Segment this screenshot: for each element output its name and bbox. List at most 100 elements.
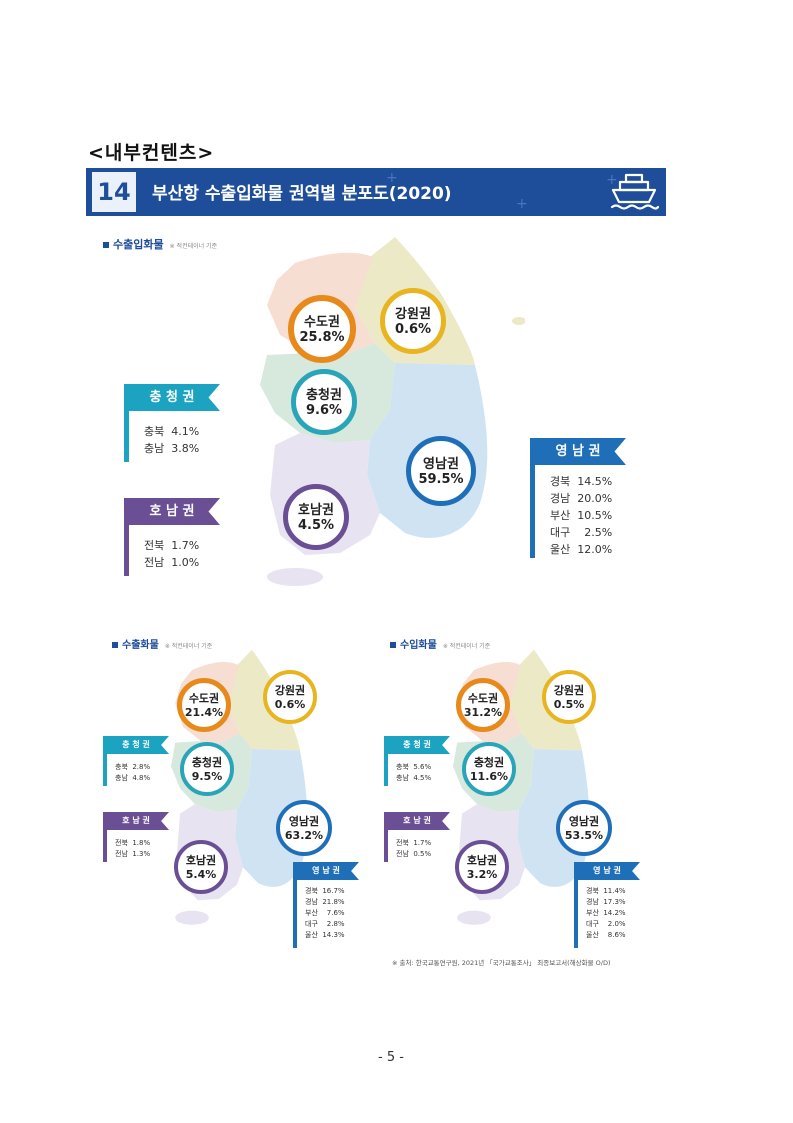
island-jeju: [175, 910, 209, 925]
circle-chungcheong: 충청권 9.6%: [291, 369, 357, 435]
flag-title: 호 남 권: [103, 812, 169, 830]
section-title: 수출화물: [122, 640, 159, 651]
region-percent: 5.4%: [185, 868, 217, 881]
flag-rows: 전북 1.8% 전남 1.3%: [115, 838, 150, 860]
plus-decoration-icon: +: [516, 196, 528, 212]
circle-yeongnam: 영남권 59.5%: [406, 436, 476, 506]
region-name: 강원권: [274, 684, 306, 697]
flag-pole: [124, 498, 129, 576]
flag-chungcheong: 충 청 권 충북 5.6% 충남 4.5%: [384, 736, 456, 786]
flag-rows: 충북 2.8% 충남 4.8%: [115, 762, 150, 784]
flag-row: 충북 5.6%: [396, 763, 432, 771]
flag-row: 전남 1.3%: [115, 850, 151, 858]
flag-row: 대구 2.8%: [305, 920, 345, 928]
flag-row: 전북 1.8%: [115, 839, 151, 847]
flag-row: 충남 4.8%: [115, 774, 151, 782]
plus-decoration-icon: +: [386, 170, 398, 186]
flag-title: 충 청 권: [124, 384, 220, 411]
flag-pole: [293, 862, 297, 948]
island-ulleung: [512, 317, 525, 325]
region-percent: 9.6%: [305, 403, 343, 418]
section-note: ※ 적컨테이너 기준: [442, 643, 491, 650]
bullet-square-icon: [390, 642, 396, 648]
region-percent: 31.2%: [463, 706, 503, 719]
region-name: 영남권: [568, 815, 600, 828]
flag-row: 울산 12.0%: [550, 543, 613, 556]
bullet-square-icon: [112, 642, 118, 648]
region-name: 충청권: [306, 388, 342, 403]
title-banner: 14 부산항 수출입화물 권역별 분포도(2020) + + +: [86, 168, 666, 216]
section-title: 수입화물: [400, 640, 437, 651]
region-percent: 3.2%: [466, 868, 498, 881]
circle-gangwon: 강원권 0.5%: [542, 670, 596, 724]
section-label-export: 수출화물 ※ 적컨테이너 기준: [112, 636, 212, 651]
flag-rows: 경북 14.5% 경남 20.0% 부산 10.5% 대구 2.5% 울산 12…: [550, 473, 612, 558]
flag-yeongnam: 영 남 권 경북 14.5% 경남 20.0% 부산 10.5% 대구 2.5%…: [530, 438, 630, 560]
region-percent: 53.5%: [564, 829, 604, 842]
region-name: 수도권: [467, 692, 499, 705]
region-name: 수도권: [188, 692, 220, 705]
flag-row: 전남 1.0%: [144, 556, 200, 569]
flag-honam: 호 남 권 전북 1.7% 전남 0.5%: [384, 812, 456, 862]
region-name: 충청권: [473, 756, 505, 769]
section-heading: <내부컨텐츠>: [88, 142, 215, 164]
flag-pole: [103, 736, 107, 786]
circle-sudo: 수도권 25.8%: [288, 295, 356, 363]
flag-rows: 경북 11.4% 경남 17.3% 부산 14.2% 대구 2.0% 울산 8.…: [586, 886, 626, 941]
flag-yeongnam: 영 남 권 경북 11.4% 경남 17.3% 부산 14.2% 대구 2.0%…: [574, 862, 646, 948]
circle-sudo: 수도권 21.4%: [177, 678, 231, 732]
bullet-square-icon: [103, 242, 109, 248]
island-jeju: [457, 910, 491, 925]
circle-chungcheong: 충청권 11.6%: [462, 742, 516, 796]
region-percent: 25.8%: [299, 330, 345, 345]
flag-row: 울산 8.6%: [586, 931, 626, 939]
region-percent: 59.5%: [418, 472, 464, 487]
flag-rows: 충북 5.6% 충남 4.5%: [396, 762, 431, 784]
section-label-import: 수입화물 ※ 적컨테이너 기준: [390, 636, 490, 651]
flag-pole: [384, 736, 388, 786]
flag-title: 호 남 권: [124, 498, 220, 525]
circle-gangwon: 강원권 0.6%: [380, 288, 446, 354]
flag-pole: [574, 862, 578, 948]
region-name: 영남권: [423, 457, 459, 472]
flag-title: 영 남 권: [530, 438, 626, 465]
region-percent: 11.6%: [469, 770, 509, 783]
region-name: 영남권: [288, 815, 320, 828]
region-name: 호남권: [298, 503, 334, 518]
flag-chungcheong: 충 청 권 충북 4.1% 충남 3.8%: [124, 384, 224, 464]
flag-title: 영 남 권: [293, 862, 359, 880]
circle-sudo: 수도권 31.2%: [456, 678, 510, 732]
flag-title: 영 남 권: [574, 862, 640, 880]
flag-row: 울산 14.3%: [305, 931, 345, 939]
section-title: 수출입화물: [113, 238, 164, 251]
flag-row: 경남 20.0%: [550, 492, 613, 505]
flag-pole: [103, 812, 107, 862]
flag-title: 충 청 권: [384, 736, 450, 754]
region-name: 수도권: [304, 315, 340, 330]
region-name: 호남권: [185, 854, 217, 867]
flag-row: 경북 11.4%: [586, 887, 626, 895]
source-note: ※ 출처: 한국교통연구원, 2021년 「국가교통조사」 최종보고서(해상화물…: [392, 959, 611, 967]
region-name: 강원권: [553, 684, 585, 697]
flag-pole: [530, 438, 535, 558]
flag-row: 부산 14.2%: [586, 909, 626, 917]
flag-rows: 전북 1.7% 전남 0.5%: [396, 838, 431, 860]
circle-honam: 호남권 3.2%: [455, 840, 509, 894]
flag-title: 충 청 권: [103, 736, 169, 754]
circle-chungcheong: 충청권 9.5%: [180, 742, 234, 796]
flag-pole: [124, 384, 129, 462]
region-percent: 9.5%: [191, 770, 223, 783]
flag-row: 경북 16.7%: [305, 887, 345, 895]
flag-row: 경북 14.5%: [550, 475, 613, 488]
flag-row: 부산 7.6%: [305, 909, 345, 917]
flag-row: 대구 2.0%: [586, 920, 626, 928]
flag-row: 경남 21.8%: [305, 898, 345, 906]
region-percent: 4.5%: [297, 518, 335, 533]
flag-pole: [384, 812, 388, 862]
banner-number: 14: [92, 172, 136, 212]
circle-honam: 호남권 4.5%: [283, 484, 349, 550]
region-name: 호남권: [466, 854, 498, 867]
circle-honam: 호남권 5.4%: [174, 840, 228, 894]
flag-row: 경남 17.3%: [586, 898, 626, 906]
flag-rows: 전북 1.7% 전남 1.0%: [144, 537, 199, 571]
